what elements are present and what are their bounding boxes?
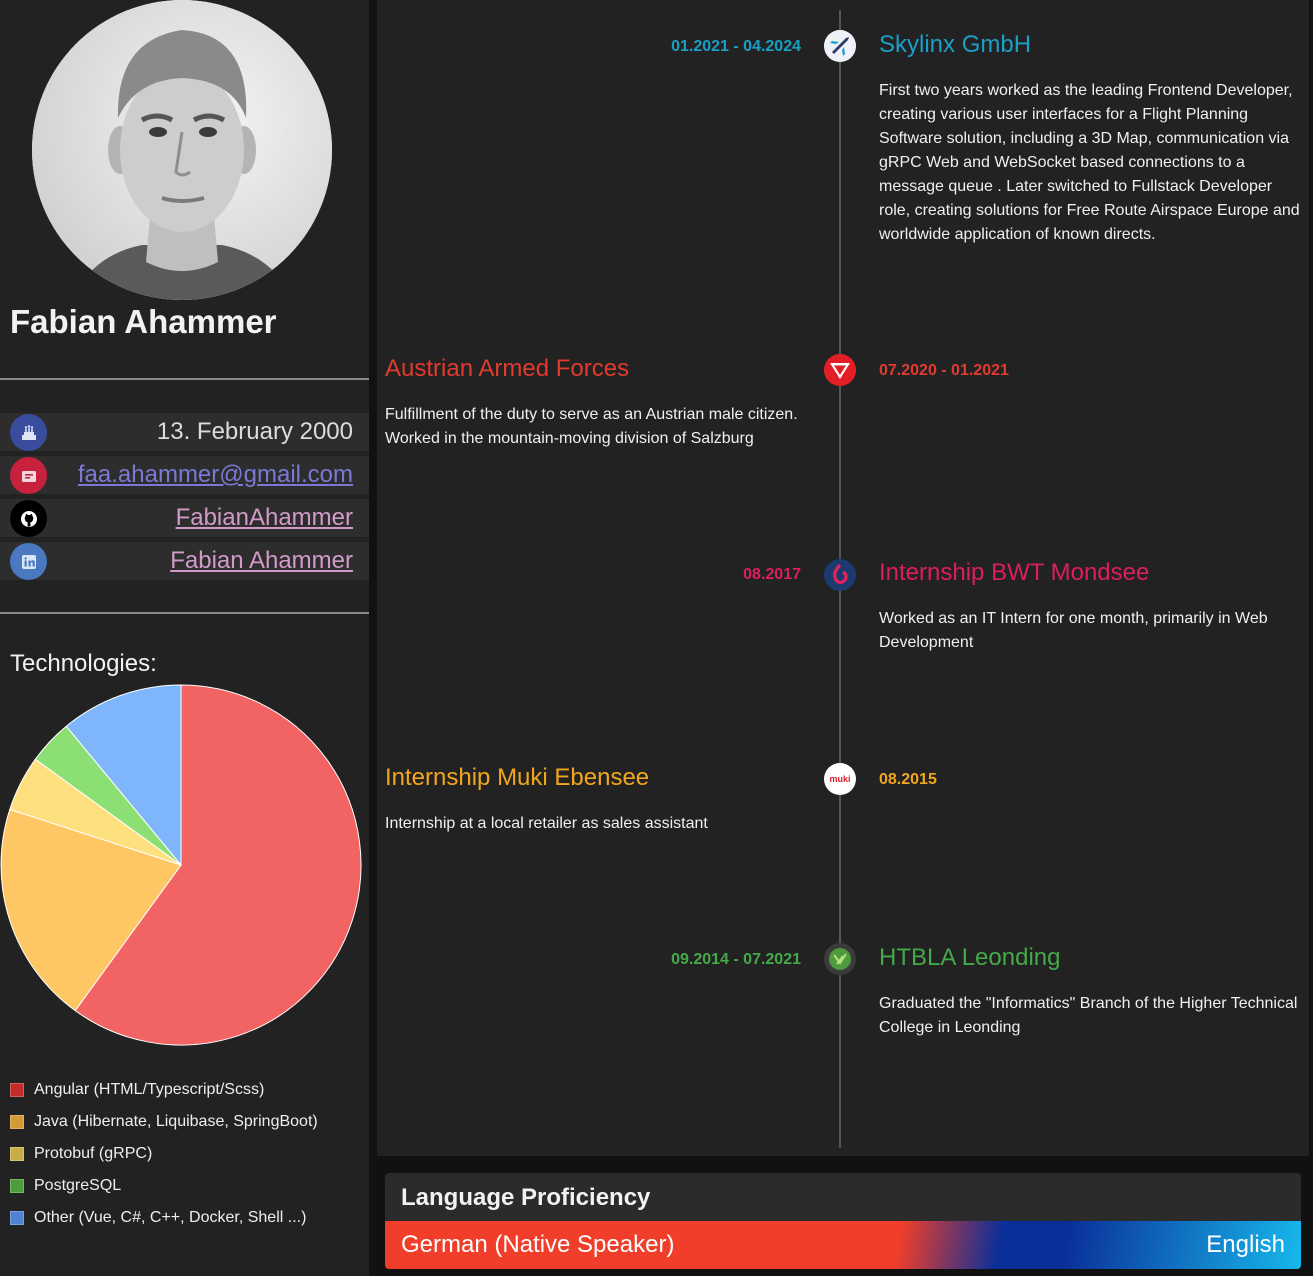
legend-item[interactable]: Protobuf (gRPC) bbox=[10, 1138, 318, 1170]
contact-row-email: faa.ahammer@gmail.com bbox=[0, 456, 369, 494]
divider bbox=[0, 612, 369, 614]
pie-slice-4[interactable] bbox=[65, 684, 182, 867]
pie-legend: Angular (HTML/Typescript/Scss) Java (Hibe… bbox=[10, 1074, 318, 1234]
birthday-text: 13. February 2000 bbox=[156, 418, 353, 445]
legend-swatch bbox=[10, 1147, 24, 1161]
cake-icon bbox=[10, 414, 47, 451]
legend-label: Other (Vue, C#, C++, Docker, Shell ...) bbox=[34, 1209, 307, 1226]
timeline-title-armed-forces: Austrian Armed Forces bbox=[385, 355, 630, 382]
experience-timeline: 01.2021 - 04.2024 Skylinx GmbH First two… bbox=[377, 0, 1309, 1156]
htl-logo-icon bbox=[824, 943, 856, 975]
timeline-title-bwt: Internship BWT Mondsee bbox=[879, 559, 1150, 586]
legend-label: PostgreSQL bbox=[34, 1177, 122, 1194]
legend-label: Angular (HTML/Typescript/Scss) bbox=[34, 1081, 265, 1098]
language-proficiency-card: Language Proficiency German (Native Spea… bbox=[385, 1173, 1301, 1269]
legend-swatch bbox=[10, 1115, 24, 1129]
legend-swatch bbox=[10, 1211, 24, 1225]
timeline-date-muki: 08.2015 bbox=[879, 771, 937, 788]
language-other: English bbox=[1206, 1231, 1285, 1258]
airplane-icon bbox=[824, 30, 856, 62]
legend-item[interactable]: Other (Vue, C#, C++, Docker, Shell ...) bbox=[10, 1202, 318, 1234]
timeline-title-htl: HTBLA Leonding bbox=[879, 944, 1061, 971]
muki-logo-icon: muki bbox=[824, 763, 856, 795]
language-proficiency-title: Language Proficiency bbox=[401, 1184, 651, 1211]
muki-logo-text: muki bbox=[829, 774, 851, 784]
contact-row-linkedin: Fabian Ahammer bbox=[0, 542, 369, 580]
technologies-title: Technologies: bbox=[10, 650, 157, 677]
legend-item[interactable]: PostgreSQL bbox=[10, 1170, 318, 1202]
legend-item[interactable]: Angular (HTML/Typescript/Scss) bbox=[10, 1074, 318, 1106]
profile-sidebar: Fabian Ahammer 13. February 2000 faa.aha… bbox=[0, 0, 369, 1276]
legend-swatch bbox=[10, 1179, 24, 1193]
timeline-title-muki: Internship Muki Ebensee bbox=[385, 764, 650, 791]
divider bbox=[0, 378, 369, 380]
legend-label: Protobuf (gRPC) bbox=[34, 1145, 153, 1162]
armed-forces-triangle-icon bbox=[824, 354, 856, 386]
legend-item[interactable]: Java (Hibernate, Liquibase, SpringBoot) bbox=[10, 1106, 318, 1138]
language-bar: German (Native Speaker) English bbox=[385, 1221, 1301, 1269]
legend-label: Java (Hibernate, Liquibase, SpringBoot) bbox=[34, 1113, 318, 1130]
timeline-date-armed-forces: 07.2020 - 01.2021 bbox=[879, 362, 1009, 379]
timeline-date-bwt: 08.2017 bbox=[743, 566, 801, 583]
legend-swatch bbox=[10, 1083, 24, 1097]
language-native: German (Native Speaker) bbox=[401, 1231, 675, 1258]
timeline-description-bwt: Worked as an IT Intern for one month, pr… bbox=[879, 610, 1268, 651]
timeline-description-armed-forces: Fulfillment of the duty to serve as an A… bbox=[385, 406, 798, 447]
timeline-description-skylinx: First two years worked as the leading Fr… bbox=[879, 82, 1300, 243]
timeline-date-htl: 09.2014 - 07.2021 bbox=[671, 951, 801, 968]
profile-name: Fabian Ahammer bbox=[10, 303, 277, 340]
bwt-logo-icon bbox=[824, 559, 856, 591]
portrait-image bbox=[32, 0, 332, 300]
timeline-title-skylinx: Skylinx GmbH bbox=[879, 31, 1032, 58]
contact-row-birthday: 13. February 2000 bbox=[0, 413, 369, 451]
pie-slice-1[interactable] bbox=[0, 808, 182, 1012]
contact-row-github: FabianAhammer bbox=[0, 499, 369, 537]
github-icon bbox=[10, 500, 47, 537]
email-icon bbox=[10, 457, 47, 494]
avatar bbox=[32, 0, 332, 300]
timeline-date-skylinx: 01.2021 - 04.2024 bbox=[671, 38, 801, 55]
linkedin-icon bbox=[10, 543, 47, 580]
linkedin-link[interactable]: Fabian Ahammer bbox=[170, 547, 353, 574]
timeline-description-muki: Internship at a local retailer as sales … bbox=[385, 815, 708, 832]
technologies-pie-chart bbox=[0, 684, 362, 1046]
timeline-description-htl: Graduated the "Informatics" Branch of th… bbox=[879, 995, 1298, 1036]
email-link[interactable]: faa.ahammer@gmail.com bbox=[77, 461, 353, 488]
pie-slice-0[interactable] bbox=[74, 684, 362, 1046]
github-link[interactable]: FabianAhammer bbox=[175, 504, 353, 531]
